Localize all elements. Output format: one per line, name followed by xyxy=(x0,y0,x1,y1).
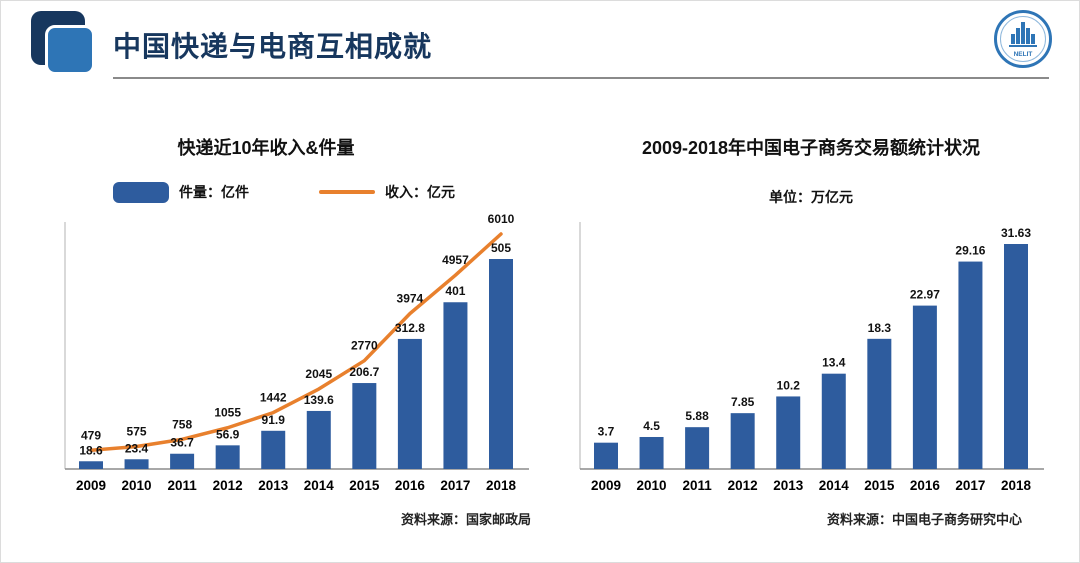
line-value-label: 2045 xyxy=(305,367,332,381)
x-axis-label: 2013 xyxy=(773,478,804,493)
bar-2009 xyxy=(594,442,618,469)
express-chart-source: 资料来源：国家邮政局 xyxy=(400,512,531,527)
revenue-line xyxy=(89,232,503,453)
x-axis-label: 2018 xyxy=(1001,478,1032,493)
x-axis-label: 2009 xyxy=(76,478,106,493)
x-axis-label: 2012 xyxy=(728,478,758,493)
bar-2011 xyxy=(170,453,195,469)
x-axis-label: 2011 xyxy=(682,478,712,493)
line-value-label: 1442 xyxy=(260,391,287,405)
line-value-label: 575 xyxy=(127,425,147,439)
bar-2012 xyxy=(215,445,240,469)
bar-2009 xyxy=(79,461,103,469)
bar-2013 xyxy=(776,396,801,469)
bar-value-label: 91.9 xyxy=(262,413,286,427)
title-icon xyxy=(29,9,101,81)
bar-2014 xyxy=(306,410,331,469)
bar-value-label: 29.16 xyxy=(955,244,985,258)
revenue-legend-label: 收入：亿元 xyxy=(385,184,455,200)
title-icon-light-square xyxy=(45,25,95,75)
x-axis-label: 2012 xyxy=(213,478,243,493)
bar-2012 xyxy=(730,413,755,469)
line-value-label: 1055 xyxy=(214,406,241,420)
x-axis-label: 2014 xyxy=(304,478,335,493)
x-axis-label: 2017 xyxy=(440,478,470,493)
x-axis-label: 2016 xyxy=(910,478,941,493)
bar-2017 xyxy=(958,261,983,469)
logo-inner-ring xyxy=(1000,16,1046,62)
bar-value-label: 31.63 xyxy=(1001,226,1031,240)
bar-value-label: 3.7 xyxy=(598,425,615,439)
bar-value-label: 23.4 xyxy=(125,441,149,455)
bar-value-label: 18.3 xyxy=(868,321,892,335)
logo-text: NELIT xyxy=(1014,51,1033,58)
bar-value-label: 401 xyxy=(445,284,465,298)
bar-2015 xyxy=(867,338,892,469)
x-axis-label: 2014 xyxy=(819,478,850,493)
bar-2010 xyxy=(124,459,149,469)
bar-2014 xyxy=(821,373,846,469)
bar-2016 xyxy=(397,338,422,469)
x-axis-label: 2016 xyxy=(395,478,426,493)
revenue-legend-swatch xyxy=(319,190,375,194)
x-axis-label: 2018 xyxy=(486,478,517,493)
bar-2018 xyxy=(1004,244,1028,469)
ecommerce-chart-title: 2009-2018年中国电子商务交易额统计状况 xyxy=(641,138,981,158)
bar-value-label: 18.6 xyxy=(79,443,103,457)
bar-value-label: 36.7 xyxy=(170,436,194,450)
bar-2011 xyxy=(685,427,710,469)
x-axis-label: 2015 xyxy=(349,478,380,493)
page-title: 中国快递与电商互相成就 xyxy=(113,31,433,62)
line-value-label: 758 xyxy=(172,417,192,431)
x-axis-label: 2011 xyxy=(167,478,197,493)
bar-value-label: 206.7 xyxy=(349,365,379,379)
bar-value-label: 10.2 xyxy=(777,378,801,392)
bar-value-label: 139.6 xyxy=(304,393,334,407)
line-value-label: 6010 xyxy=(488,212,515,226)
bar-2017 xyxy=(443,302,468,469)
line-value-label: 4957 xyxy=(442,253,469,267)
ecommerce-unit-label: 单位：万亿元 xyxy=(769,189,853,205)
bar-value-label: 5.88 xyxy=(685,409,709,423)
bar-value-label: 22.97 xyxy=(910,288,940,302)
bar-2013 xyxy=(261,430,286,469)
x-axis-label: 2010 xyxy=(637,478,667,493)
bar-value-label: 312.8 xyxy=(395,321,425,335)
building-icon xyxy=(1009,22,1037,47)
x-axis-label: 2015 xyxy=(864,478,895,493)
ecommerce-bar-chart: 3.7 4.5 5.88 7.85 10.2 13.4 18.3 22.97 29.16 31.6… xyxy=(579,222,1044,493)
bar-value-label: 7.85 xyxy=(731,395,755,409)
bar-2016 xyxy=(912,305,937,469)
bar-value-label: 505 xyxy=(491,241,511,255)
line-value-label: 3974 xyxy=(397,292,424,306)
bar-2018 xyxy=(489,259,513,469)
line-value-label: 2770 xyxy=(351,339,378,353)
x-axis-label: 2017 xyxy=(955,478,985,493)
bar-2010 xyxy=(639,436,664,469)
org-logo: NELIT xyxy=(994,10,1052,68)
x-axis-label: 2013 xyxy=(258,478,289,493)
bar-value-label: 13.4 xyxy=(822,356,846,370)
header-divider xyxy=(113,77,1049,79)
bar-value-label: 4.5 xyxy=(643,419,660,433)
line-value-label: 479 xyxy=(81,428,101,442)
bar-value-label: 56.9 xyxy=(216,427,240,441)
x-axis-label: 2010 xyxy=(122,478,152,493)
x-axis-label: 2009 xyxy=(591,478,621,493)
volume-legend-swatch xyxy=(113,181,169,203)
express-chart-title: 快递近10年收入&件量 xyxy=(177,138,355,158)
express-chart-legend: 件量：亿件 收入：亿元 xyxy=(113,181,455,203)
volume-legend-label: 件量：亿件 xyxy=(179,184,249,200)
bar-2015 xyxy=(352,383,377,469)
express-combo-chart: 479 575 758 1055 1442 2045 2770 3974 4957 6010 18.… xyxy=(64,212,529,493)
ecommerce-chart-source: 资料来源：中国电子商务研究中心 xyxy=(826,512,1022,527)
